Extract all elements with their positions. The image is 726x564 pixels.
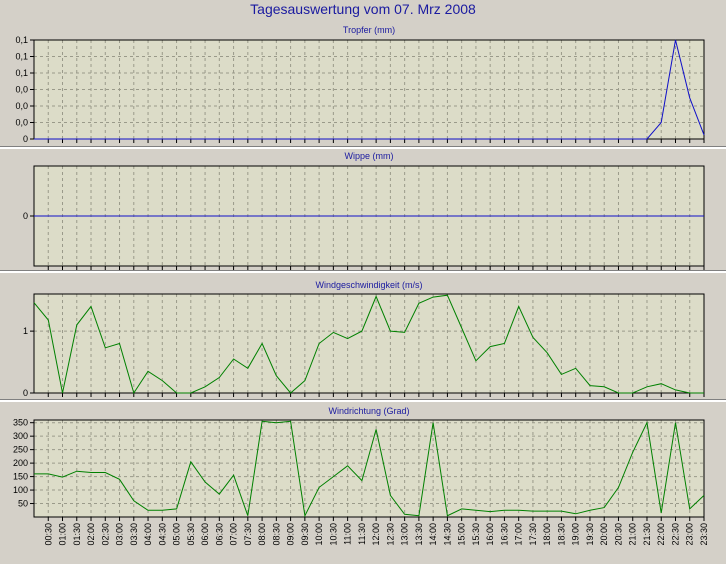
plot-frame <box>33 293 705 394</box>
plot-area <box>34 40 704 139</box>
x-tick-label: 13:30 <box>414 523 424 546</box>
x-tick-label: 08:30 <box>271 523 281 546</box>
chart-title: Wippe (mm) <box>345 151 394 161</box>
x-tick-label: 03:00 <box>115 523 125 546</box>
x-tick-label: 12:00 <box>371 523 381 546</box>
x-tick-label: 19:30 <box>585 523 595 546</box>
x-tick-label: 20:00 <box>599 523 609 546</box>
x-tick-label: 23:30 <box>699 523 709 546</box>
separator <box>0 399 726 402</box>
y-tick-label: 100 <box>13 485 28 495</box>
x-tick-label: 19:00 <box>571 523 581 546</box>
x-tick-label: 15:30 <box>471 523 481 546</box>
x-tick-label: 01:30 <box>72 523 82 546</box>
x-tick-label: 11:00 <box>343 523 353 545</box>
page-title: Tagesauswertung vom 07. Mrz 2008 <box>250 1 476 17</box>
x-tick-label: 04:30 <box>157 523 167 546</box>
x-tick-label: 13:00 <box>400 523 410 546</box>
x-tick-label: 16:30 <box>499 523 509 546</box>
x-tick-label: 15:00 <box>457 523 467 546</box>
x-tick-label: 00:30 <box>43 523 53 546</box>
x-tick-label: 18:00 <box>542 523 552 546</box>
plot-area <box>34 294 704 393</box>
y-tick-label: 0,1 <box>15 35 28 45</box>
x-tick-label: 17:30 <box>528 523 538 546</box>
separator <box>0 146 726 149</box>
x-tick-label: 22:30 <box>670 523 680 546</box>
x-tick-label: 20:30 <box>613 523 623 546</box>
series-line <box>34 420 705 518</box>
x-tick-label: 06:30 <box>214 523 224 546</box>
x-tick-label: 07:00 <box>229 523 239 546</box>
x-tick-label: 14:00 <box>428 523 438 546</box>
x-tick-label: 09:30 <box>300 523 310 546</box>
x-tick-label: 07:30 <box>243 523 253 546</box>
series-line <box>33 294 704 395</box>
chart-title: Windgeschwindigkeit (m/s) <box>315 280 422 290</box>
x-tick-label: 17:00 <box>514 523 524 546</box>
x-tick-label: 02:00 <box>86 523 96 546</box>
y-tick-label: 0,0 <box>15 101 28 111</box>
y-tick-label: 250 <box>13 445 28 455</box>
x-tick-label: 21:30 <box>642 523 652 546</box>
y-tick-label: 0,0 <box>15 85 28 95</box>
y-tick-label: 0 <box>23 388 28 398</box>
x-tick-label: 06:00 <box>200 523 210 546</box>
x-tick-label: 11:30 <box>357 523 367 545</box>
y-tick-label: 150 <box>13 472 28 482</box>
chart-title: Windrichtung (Grad) <box>328 406 409 416</box>
y-tick-label: 0,1 <box>15 68 28 78</box>
x-tick-label: 10:00 <box>314 523 324 546</box>
x-tick-label: 12:30 <box>385 523 395 546</box>
x-tick-label: 22:00 <box>656 523 666 546</box>
y-tick-label: 0,1 <box>15 52 28 62</box>
y-tick-label: 0 <box>23 134 28 144</box>
x-tick-label: 02:30 <box>100 523 110 546</box>
x-tick-label: 03:30 <box>129 523 139 546</box>
series-line <box>34 39 705 140</box>
x-tick-label: 09:00 <box>286 523 296 546</box>
y-tick-label: 300 <box>13 431 28 441</box>
y-tick-label: 50 <box>18 499 28 509</box>
x-tick-label: 08:00 <box>257 523 267 546</box>
y-tick-label: 0,0 <box>15 118 28 128</box>
x-tick-label: 18:30 <box>556 523 566 546</box>
x-tick-label: 05:30 <box>186 523 196 546</box>
x-tick-label: 10:30 <box>328 523 338 546</box>
x-tick-label: 05:00 <box>172 523 182 546</box>
y-tick-label: 350 <box>13 418 28 428</box>
y-tick-label: 0 <box>23 211 28 221</box>
x-tick-label: 14:30 <box>442 523 452 546</box>
y-tick-label: 200 <box>13 458 28 468</box>
x-tick-label: 21:00 <box>628 523 638 546</box>
x-tick-label: 16:00 <box>485 523 495 546</box>
x-tick-label: 04:00 <box>143 523 153 546</box>
y-tick-label: 1 <box>23 326 28 336</box>
plot-frame <box>33 419 705 518</box>
separator <box>0 270 726 273</box>
x-tick-label: 01:00 <box>58 523 68 546</box>
plot-area <box>34 420 704 517</box>
chart-title: Tropfer (mm) <box>343 25 395 35</box>
x-tick-label: 23:00 <box>685 523 695 546</box>
